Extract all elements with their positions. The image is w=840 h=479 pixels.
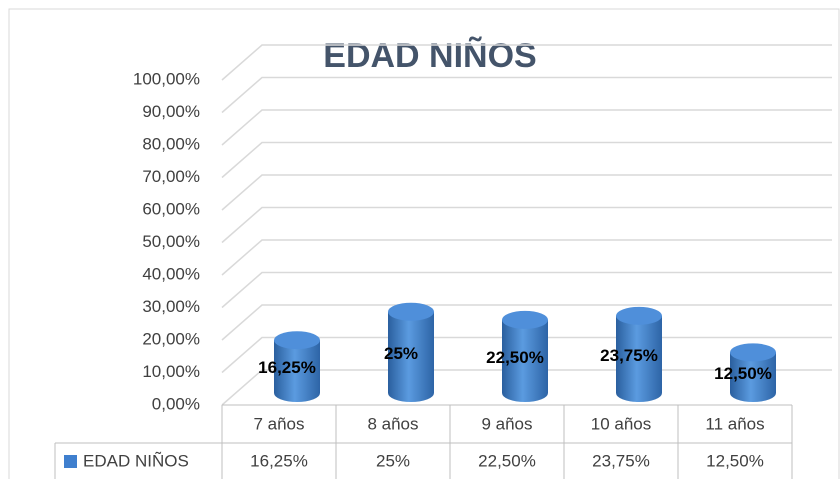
bar-body — [616, 315, 662, 402]
data-label: 25% — [384, 344, 418, 363]
data-label: 22,50% — [486, 348, 544, 367]
chart-border — [8, 8, 840, 479]
y-tick-label: 20,00% — [142, 329, 200, 348]
y-tick-label: 80,00% — [142, 134, 200, 153]
legend-label: EDAD NIÑOS — [83, 451, 189, 470]
y-tick-label: 0,00% — [152, 394, 200, 413]
grid-line — [221, 76, 832, 114]
bar-body — [730, 352, 776, 402]
bar-top — [274, 331, 320, 350]
legend-swatch — [64, 455, 77, 468]
bar — [388, 302, 434, 402]
table-value: 23,75% — [592, 451, 650, 470]
table-value: 12,50% — [706, 451, 764, 470]
bar — [274, 331, 320, 402]
x-tick-label: 11 años — [705, 414, 764, 433]
chart-title: EDAD NIÑOS — [323, 37, 536, 75]
grid-line — [221, 109, 832, 146]
y-tick-label: 60,00% — [142, 199, 200, 218]
y-tick-label: 50,00% — [142, 232, 200, 251]
y-tick-label: 100,00% — [133, 69, 200, 88]
grid-line — [221, 239, 832, 276]
grid-line — [221, 141, 832, 179]
y-tick-label: 90,00% — [142, 102, 200, 121]
bar — [730, 343, 776, 402]
bar-top — [730, 343, 776, 362]
grid-line — [221, 174, 832, 211]
grid-line — [221, 44, 832, 81]
data-label: 23,75% — [600, 346, 658, 365]
bar-body — [388, 311, 434, 402]
y-tick-label: 30,00% — [142, 297, 200, 316]
x-tick-label: 10 años — [591, 414, 652, 433]
y-tick-label: 10,00% — [142, 362, 200, 381]
bar-top — [388, 302, 434, 321]
grid-line — [221, 271, 832, 309]
x-tick-label: 8 años — [367, 414, 418, 433]
x-tick-label: 9 años — [481, 414, 532, 433]
grid-line — [221, 304, 832, 341]
grid-line — [221, 206, 832, 244]
table-value: 16,25% — [250, 451, 308, 470]
x-tick-label: 7 años — [253, 414, 304, 433]
y-tick-label: 40,00% — [142, 264, 200, 283]
bar-body — [274, 340, 320, 402]
bar-top — [502, 310, 548, 329]
bar-top — [616, 306, 662, 325]
bar-body — [502, 319, 548, 402]
data-label: 12,50% — [714, 364, 772, 383]
bar — [616, 306, 662, 402]
y-tick-label: 70,00% — [142, 167, 200, 186]
data-label: 16,25% — [258, 358, 316, 377]
table-value: 25% — [376, 451, 410, 470]
bar — [502, 310, 548, 402]
table-value: 22,50% — [478, 451, 536, 470]
